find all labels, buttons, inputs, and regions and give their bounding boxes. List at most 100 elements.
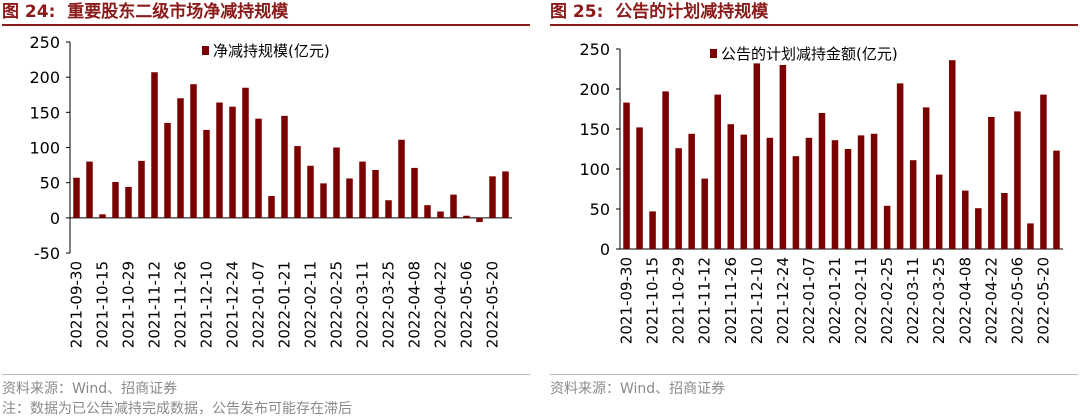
bar [675,148,682,249]
y-tick-label: 0 [600,240,610,259]
bar [766,137,774,249]
bar [1027,223,1034,249]
bar [975,208,982,249]
bar [86,161,93,218]
bar [268,196,275,218]
legend-label: 净减持规模(亿元) [213,42,330,60]
x-tick-label: 2021-09-30 [618,257,636,344]
bar [727,124,735,249]
y-tick-label: 250 [29,33,60,52]
bar [805,137,813,249]
x-tick-label: 2022-01-07 [800,257,818,344]
bar [372,170,379,218]
planned-reduction-bar-chart: 0 50 100 150 200 250 2021-09-30 2021-10-15 2021-… [579,40,1063,344]
x-tick-label: 2022-03-25 [930,257,948,344]
y-tick-label: 200 [579,80,610,99]
bar [857,135,865,249]
bar [424,205,431,218]
bar [359,161,366,218]
x-tick-label: 2022-03-25 [380,261,398,348]
bar [896,83,904,250]
x-tick-label: 2021-11-12 [696,257,714,344]
figure-title: 图 25: 公告的计划减持规模 [550,0,1078,26]
x-tick-label: 2021-10-29 [120,261,138,348]
x-tick-label: 2022-04-22 [432,261,450,348]
bar [935,174,943,249]
legend-swatch [202,46,209,55]
bar [320,183,327,218]
x-tick-label: 2022-01-21 [276,261,294,348]
bar [1053,150,1060,249]
bar [792,156,800,249]
bar [831,140,839,249]
x-tick-label: 2022-03-11 [904,257,922,344]
bar [229,106,236,218]
x-tick-label: 2022-04-22 [982,257,1000,344]
bar [437,211,444,218]
bar [398,139,405,218]
bar [662,91,669,250]
bar [255,118,262,218]
bar [450,194,457,218]
x-tick-label: 2022-05-06 [458,261,476,348]
figure-title-text: 重要股东二级市场净减持规模 [67,2,289,22]
bar [294,146,301,218]
bar [489,176,496,218]
x-tick-label: 2022-01-07 [250,261,268,348]
y-tick-label: 200 [29,68,60,87]
bar [714,94,721,249]
bar [883,205,891,249]
legend-swatch [710,49,717,58]
bar [385,200,392,218]
bar [740,134,748,249]
x-tick-label: 2022-05-06 [1008,257,1026,344]
y-tick-label: 50 [40,174,60,193]
bar [99,214,106,218]
bar [411,167,418,218]
legend-label: 公告的计划减持金额(亿元) [721,45,898,63]
bar [203,129,210,218]
x-tick-label: 2021-10-15 [644,257,662,344]
bar [844,149,852,249]
y-tick-label: 250 [579,40,610,59]
bar [1014,111,1021,250]
figure-24: 图 24: 重要股东二级市场净减持规模 -50 0 50 100 150 200 250 20… [0,0,530,419]
y-tick-label: 0 [50,209,60,228]
x-tick-label: 2021-12-24 [774,257,792,344]
bar [779,65,787,249]
bar [151,72,158,218]
figure-number: 图 24: [2,2,56,22]
x-tick-label: 2021-11-12 [146,261,164,348]
x-tick-label: 2022-03-11 [354,261,372,348]
bar [701,178,708,249]
bar [307,165,314,218]
bar [112,181,119,218]
x-tick-label: 2021-12-10 [748,257,766,344]
x-tick-label: 2022-02-25 [328,261,346,348]
x-tick-label: 2022-02-25 [878,257,896,344]
x-tick-label: 2022-02-11 [302,261,320,348]
x-tick-label: 2021-09-30 [68,261,86,348]
bar [870,133,878,249]
figure-title-text: 公告的计划减持规模 [615,2,769,22]
y-tick-label: 150 [29,103,60,122]
x-tick-label: 2021-10-15 [94,261,112,348]
x-tick-label: 2022-02-11 [852,257,870,344]
bar [636,127,643,249]
x-tick-label: 2022-04-08 [406,261,424,348]
bar [962,190,969,249]
y-tick-label: 100 [579,160,610,179]
x-tick-label: 2021-11-26 [722,257,740,344]
bar [909,160,917,249]
bar [463,215,470,218]
x-tick-label: 2022-04-08 [956,257,974,344]
bar [138,160,145,218]
bar [1040,94,1047,249]
bar [242,87,249,218]
bar [688,133,695,249]
figure-title: 图 24: 重要股东二级市场净减持规模 [2,0,530,26]
bar [216,102,223,218]
y-tick-label: 100 [29,139,60,158]
footnote: 注：数据为已公告减持完成数据，公告发布可能存在滞后 [2,401,352,417]
x-tick-label: 2021-12-24 [224,261,242,348]
